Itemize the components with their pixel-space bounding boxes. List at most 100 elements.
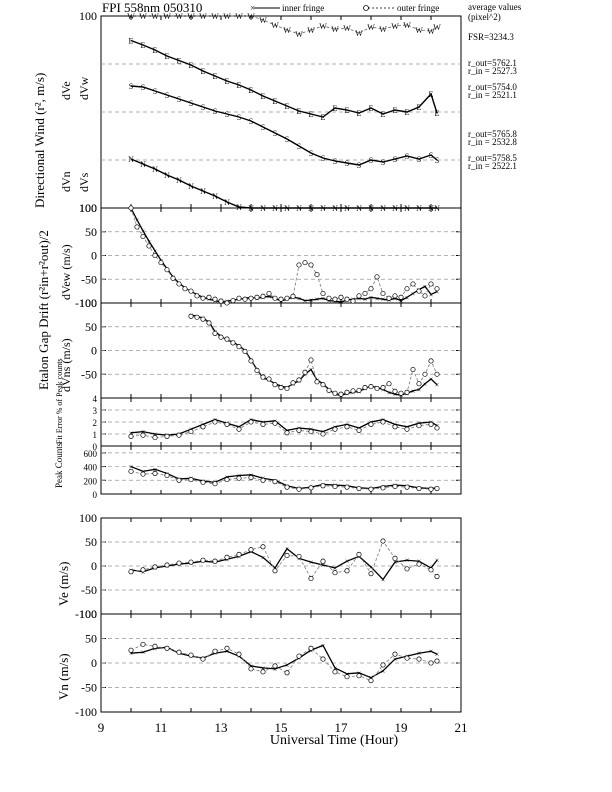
y-tick-label: -50: [81, 681, 97, 695]
outer-fringe-point: [380, 290, 386, 297]
r-in-2: r_in = 2532.8: [468, 137, 517, 147]
point-marker-dvw: W: [379, 25, 387, 34]
outer-fringe-point: [248, 295, 254, 301]
outer-fringe-point: [146, 243, 152, 249]
inner-fringe-point: ×: [435, 381, 440, 390]
outer-fringe-point: [356, 387, 362, 393]
point-marker-dvw: W: [403, 21, 411, 30]
outer-fringe-point: [260, 669, 266, 675]
inner-fringe-point: ×: [381, 575, 386, 584]
r-in-1: r_in = 2521.1: [468, 90, 517, 100]
outer-fringe-point: [344, 568, 350, 574]
ylabel-vn: Vn (m/s): [56, 653, 71, 700]
point-marker-dvn: N: [176, 176, 182, 185]
point-marker-dvn: N: [260, 204, 266, 213]
point-marker-dvn: N: [152, 165, 158, 174]
y-tick-label: 1: [93, 430, 98, 440]
outer-fringe-point: [320, 382, 326, 388]
point-marker-dvs: S: [141, 83, 145, 92]
outer-fringe-point: [368, 486, 374, 492]
y-tick-label: 100: [79, 9, 97, 23]
outer-fringe-point: [176, 649, 182, 655]
outer-fringe-point: [410, 366, 416, 373]
outer-fringe-point: [284, 430, 290, 436]
outer-fringe-point: [236, 295, 242, 301]
y-tick-label: 0: [91, 344, 97, 358]
point-marker-dvn: N: [392, 204, 398, 213]
outer-fringe-point: [404, 655, 410, 661]
point-marker-dvs: S: [225, 110, 229, 119]
y-tick-label: -50: [81, 272, 97, 286]
point-marker-dve: E: [141, 41, 146, 50]
point-marker-dvn: N: [368, 204, 374, 213]
outer-fringe-point: [152, 564, 158, 570]
point-marker-dvn: N: [188, 182, 194, 191]
point-marker-dvs: S: [189, 99, 193, 108]
point-marker-dve: E: [285, 102, 290, 111]
outer-fringe-point: [248, 419, 254, 425]
outer-fringe-point: [296, 377, 302, 383]
inner-fringe-point: ×: [345, 557, 350, 566]
y-tick-label: 100: [79, 201, 97, 215]
outer-fringe-point: [386, 381, 392, 387]
outer-fringe-point: [140, 471, 146, 477]
outer-fringe-point: [284, 552, 290, 558]
outer-fringe-point: [248, 666, 254, 672]
outer-fringe-point: [200, 295, 206, 301]
x-tick-label: 11: [155, 720, 168, 735]
outer-fringe-point: [164, 433, 170, 439]
inner-fringe-point: ×: [225, 647, 230, 656]
inner-fringe-point: ×: [129, 649, 134, 658]
outer-fringe-point: [272, 663, 278, 669]
outer-fringe-point: [296, 653, 302, 659]
point-marker-dve: E: [237, 81, 242, 90]
inner-fringe-line: [130, 547, 438, 581]
point-marker-dvs: S: [273, 129, 277, 138]
x-tick-label: 13: [215, 720, 228, 735]
outer-fringe-point: [332, 426, 338, 432]
outer-fringe-point: [266, 290, 272, 297]
inner-fringe-point: ×: [261, 553, 266, 562]
inner-fringe-point: ×: [423, 380, 428, 389]
inner-fringe-point: ×: [375, 294, 380, 303]
x-tick-label: 21: [455, 720, 468, 735]
y-tick-label: 50: [85, 225, 97, 239]
outer-fringe-point: [422, 371, 428, 377]
series-line-dvs: [130, 85, 438, 166]
ylabel-peak-counts: Peak Counts: [54, 442, 64, 488]
point-marker-dve: E: [189, 61, 194, 70]
inner-fringe-point: ×: [129, 429, 134, 438]
outer-fringe-point: [224, 477, 230, 483]
outer-fringe-point: [212, 419, 218, 425]
sublabel-dvs: dVs: [77, 172, 91, 192]
outer-fringe-point: [188, 477, 194, 483]
point-marker-dve: E: [345, 106, 350, 115]
y-tick-label: 100: [79, 296, 97, 310]
outer-fringe-point: [140, 641, 146, 647]
point-marker-dvn: N: [284, 204, 290, 213]
point-marker-dvn: N: [308, 204, 314, 213]
outer-fringe-point: [308, 262, 314, 268]
r-out-2: r_out=5765.8: [468, 129, 517, 139]
point-marker-dvw: W: [343, 24, 351, 33]
inner-fringe-point: ×: [327, 297, 332, 306]
outer-fringe-point: [428, 358, 434, 364]
inner-fringe-point: ×: [435, 556, 440, 565]
outer-fringe-point: [128, 647, 134, 653]
outer-fringe-point: [434, 286, 440, 292]
outer-fringe-point: [272, 568, 278, 574]
outer-fringe-point: [320, 431, 326, 437]
y-tick-label: 50: [85, 535, 97, 549]
y-tick-label: 2: [93, 418, 98, 428]
outer-fringe-point: [392, 483, 398, 490]
outer-fringe-point: [200, 424, 206, 430]
y-tick-label: 400: [84, 463, 98, 473]
outer-fringe-point: [368, 286, 374, 292]
outer-fringe-point: [224, 645, 230, 651]
outer-fringe-point: [212, 481, 218, 487]
outer-fringe-point: [188, 652, 194, 658]
panel-frames: 100500-50-100100500-50432106004002000100…: [75, 9, 468, 735]
outer-fringe-point: [428, 421, 434, 427]
outer-fringe-point: [266, 376, 272, 382]
outer-fringe-point: [404, 389, 410, 395]
